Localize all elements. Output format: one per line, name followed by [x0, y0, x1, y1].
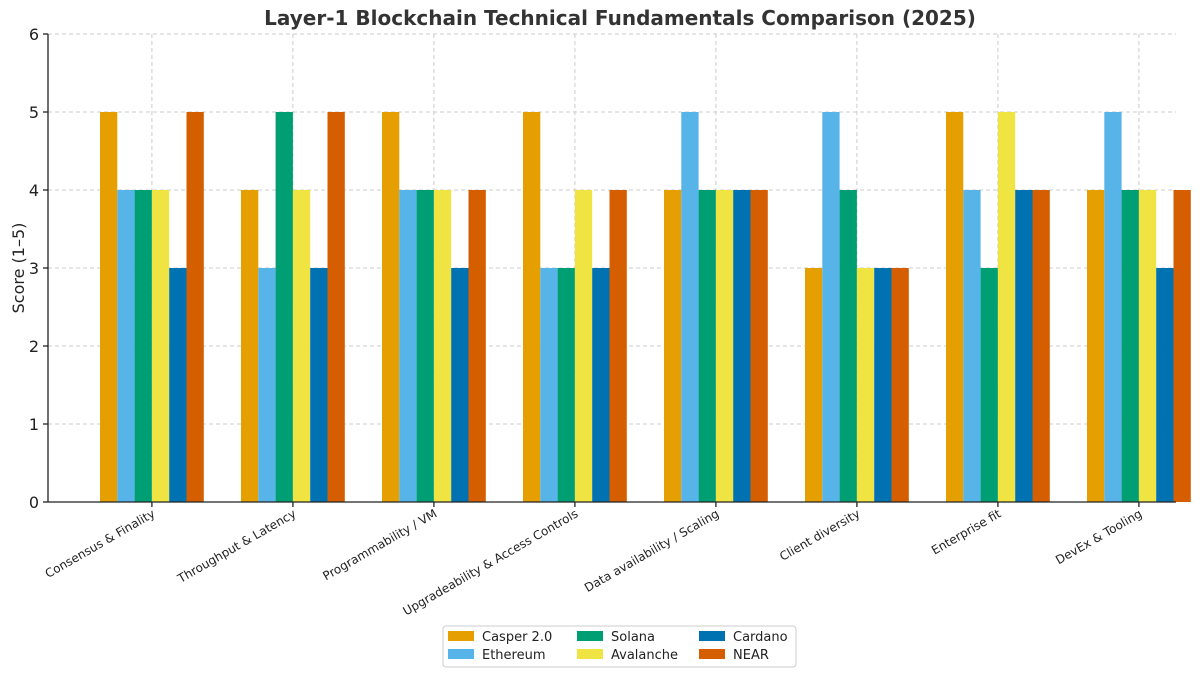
- x-tick-label: Data availability / Scaling: [582, 506, 721, 595]
- bar: [241, 190, 259, 502]
- bar: [1032, 190, 1050, 502]
- legend-swatch: [699, 649, 725, 659]
- bar: [609, 190, 627, 502]
- bar: [310, 268, 328, 502]
- bar: [186, 112, 204, 502]
- bar: [664, 190, 682, 502]
- bar: [946, 112, 964, 502]
- bar: [327, 112, 345, 502]
- x-tick-labels: Consensus & Finality Throughput & Latency…: [43, 506, 1145, 618]
- y-tick-label: 2: [29, 337, 39, 356]
- bar: [1087, 190, 1105, 502]
- y-tick-label: 3: [29, 259, 39, 278]
- legend-label: NEAR: [733, 648, 769, 663]
- bar: [805, 268, 823, 502]
- legend-swatch: [448, 631, 474, 641]
- bar: [100, 112, 118, 502]
- bar: [874, 268, 892, 502]
- bar: [258, 268, 276, 502]
- bar: [399, 190, 417, 502]
- y-tick-label: 0: [29, 493, 39, 512]
- legend-swatch: [577, 649, 603, 659]
- bar: [1121, 190, 1139, 502]
- chart-title: Layer-1 Blockchain Technical Fundamental…: [264, 6, 976, 30]
- x-tick-label: Throughput & Latency: [174, 506, 298, 586]
- legend-label: Avalanche: [611, 648, 678, 663]
- bar: [715, 190, 734, 502]
- bars: [100, 112, 1191, 502]
- x-tick-label: Enterprise fit: [929, 506, 1004, 557]
- legend-label: Solana: [611, 630, 655, 645]
- legend-label: Cardano: [733, 630, 788, 645]
- bar: [592, 268, 610, 502]
- y-tick-labels: 0 1 2 3 4 5 6: [29, 25, 39, 512]
- bar: [1156, 268, 1174, 502]
- y-tick-label: 4: [29, 181, 39, 200]
- bar: [698, 190, 716, 502]
- bar: [1015, 190, 1033, 502]
- axes: [43, 33, 1176, 507]
- bar: [433, 190, 452, 502]
- x-tick-label: Consensus & Finality: [43, 506, 158, 580]
- bar: [750, 190, 768, 502]
- bar: [523, 112, 541, 502]
- y-tick-label: 1: [29, 415, 39, 434]
- y-tick-label: 5: [29, 103, 39, 122]
- bar: [416, 190, 434, 502]
- y-tick-label: 6: [29, 25, 39, 44]
- bar: [134, 190, 152, 502]
- bar: [733, 190, 751, 502]
- bar: [557, 268, 575, 502]
- bar: [1138, 190, 1157, 502]
- bar: [540, 268, 558, 502]
- bar: [169, 268, 187, 502]
- legend-swatch: [577, 631, 603, 641]
- bar: [856, 268, 875, 502]
- bar: [382, 112, 400, 502]
- bar: [980, 268, 998, 502]
- legend-swatch: [448, 649, 474, 659]
- bar: [839, 190, 857, 502]
- bar: [681, 112, 699, 502]
- x-tick-label: DevEx & Tooling: [1053, 506, 1144, 567]
- bar: [275, 112, 293, 502]
- bar: [574, 190, 593, 502]
- y-axis-label: Score (1–5): [9, 223, 28, 314]
- bar: [468, 190, 486, 502]
- legend-label: Casper 2.0: [482, 630, 552, 645]
- bar: [451, 268, 469, 502]
- bar: [1173, 190, 1191, 502]
- bar: [117, 190, 135, 502]
- bar: [891, 268, 909, 502]
- bar: [1104, 112, 1122, 502]
- x-tick-label: Programmability / VM: [320, 506, 439, 583]
- bar: [963, 190, 981, 502]
- bar: [997, 112, 1016, 502]
- legend-swatch: [699, 631, 725, 641]
- bar: [151, 190, 170, 502]
- bar: [292, 190, 311, 502]
- x-tick-label: Client diversity: [777, 506, 862, 563]
- legend: Casper 2.0 Ethereum Solana Avalanche Cardano…: [442, 625, 797, 668]
- legend-label: Ethereum: [482, 648, 546, 663]
- bar: [822, 112, 840, 502]
